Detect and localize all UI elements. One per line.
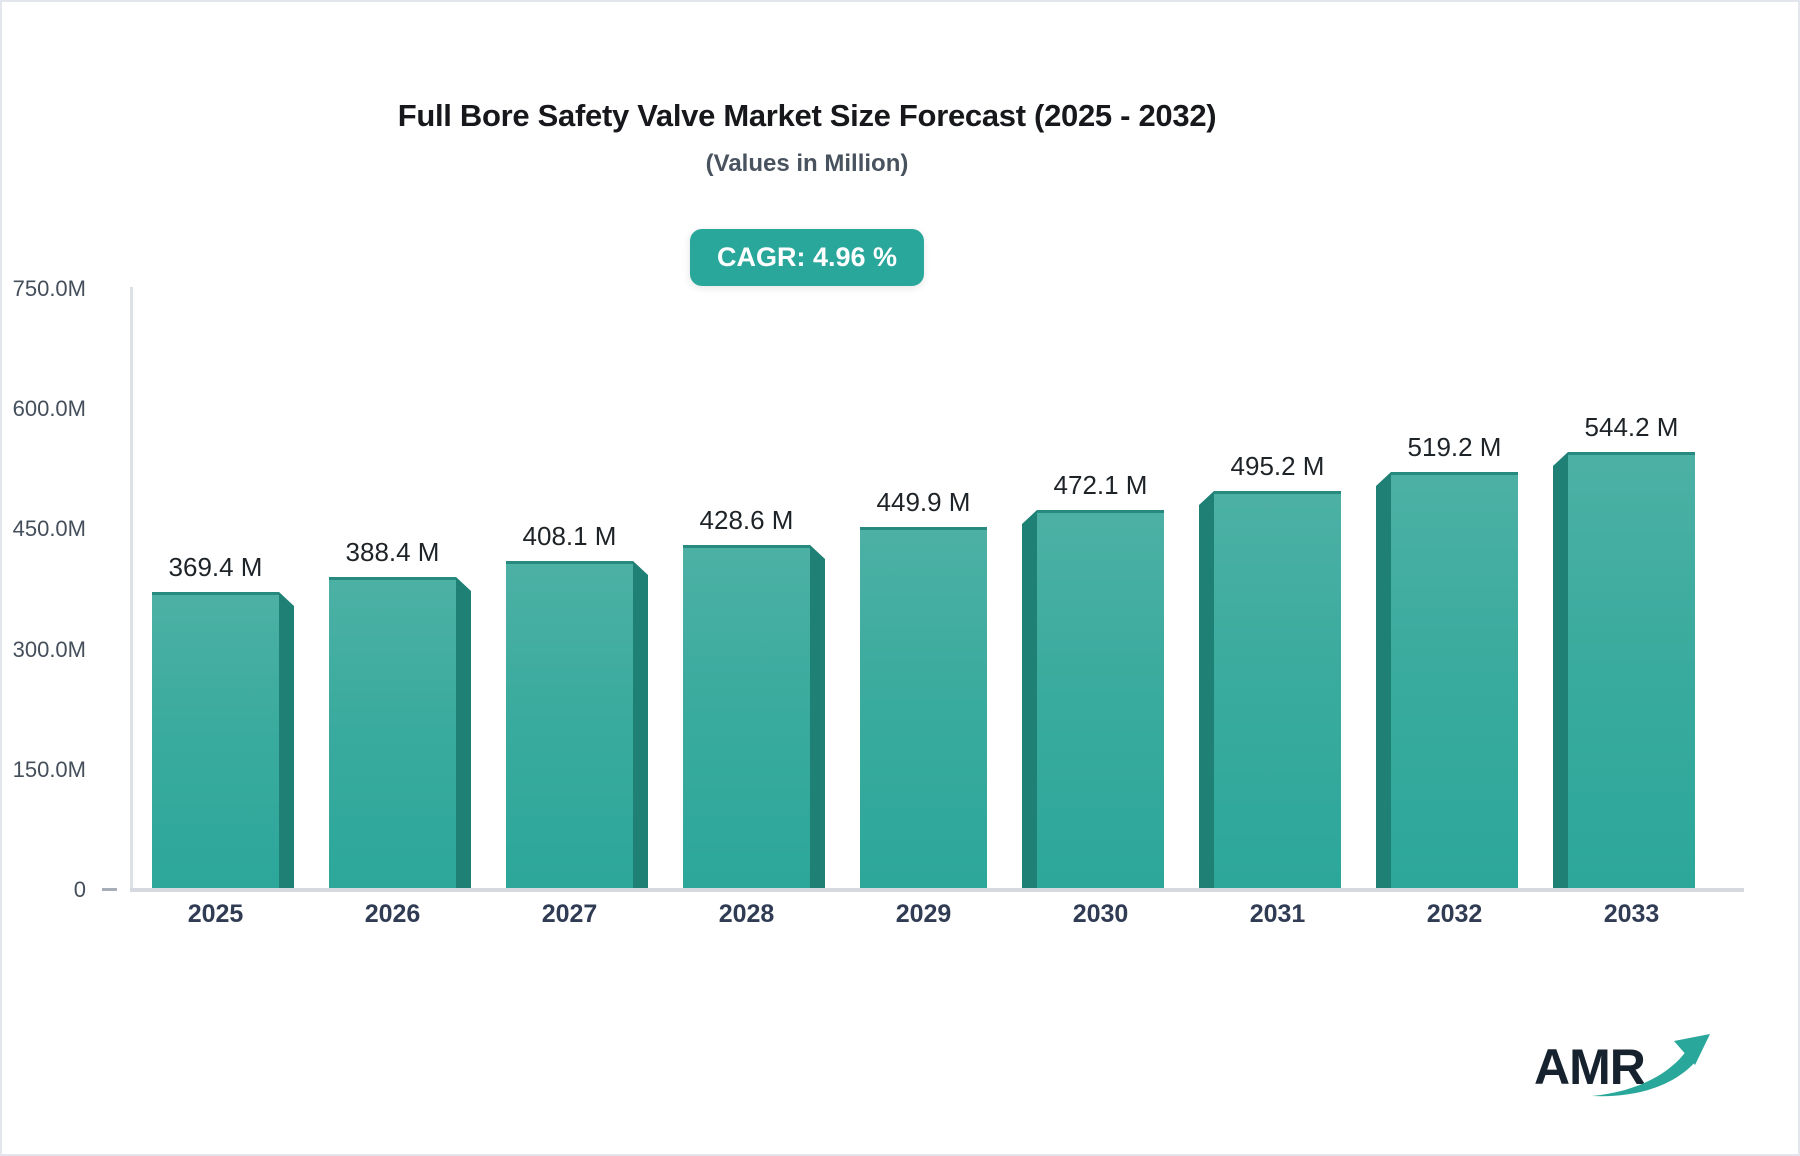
cagr-badge: CAGR: 4.96 % (689, 229, 925, 286)
bar-2032 (1391, 472, 1518, 888)
bar-value-label: 369.4 M (168, 552, 263, 582)
bar-2030 (1037, 510, 1164, 888)
chart-title: Full Bore Safety Valve Market Size Forec… (397, 98, 1217, 133)
x-axis-label: 2027 (541, 900, 598, 928)
zero-tick-mark (102, 888, 117, 891)
growth-arrow-icon (1592, 1034, 1710, 1097)
bar-2026 (329, 577, 456, 888)
bar-side-2032 (1376, 472, 1391, 888)
y-axis-label: 0 (73, 877, 86, 902)
x-axis-label: 2025 (187, 900, 244, 928)
bar-value-label: 388.4 M (345, 537, 440, 567)
x-axis-label: 2032 (1426, 900, 1483, 928)
bar-side-2025 (279, 592, 294, 888)
amr-logo: AMR (1534, 1034, 1710, 1106)
x-axis-label: 2031 (1249, 900, 1306, 928)
x-axis-label: 2029 (895, 900, 952, 928)
bar-side-2031 (1199, 491, 1214, 888)
y-axis-label: 450.0M (12, 516, 86, 542)
bar-side-2028 (810, 545, 825, 888)
y-axis-label: 300.0M (12, 636, 86, 662)
bar-2031 (1214, 491, 1341, 888)
x-axis-label: 2026 (364, 900, 421, 928)
bar-value-label: 544.2 M (1584, 412, 1679, 442)
bar-value-label: 449.9 M (876, 487, 971, 517)
amr-logo-text: AMR (1534, 1039, 1646, 1095)
x-axis-label: 2033 (1603, 900, 1660, 928)
bar-2033 (1568, 452, 1695, 888)
x-axis-label: 2030 (1072, 900, 1129, 928)
bar-2027 (506, 561, 633, 888)
x-axis-label: 2028 (718, 900, 775, 928)
y-axis-label: 600.0M (12, 396, 86, 422)
bar-side-2027 (633, 561, 648, 888)
y-axis-line (130, 287, 133, 892)
y-axis-label: 750.0M (12, 276, 86, 301)
bar-value-label: 472.1 M (1053, 470, 1148, 500)
chart-subtitle: (Values in Million) (705, 150, 909, 177)
bar-value-label: 408.1 M (522, 521, 617, 551)
y-axis-label: 150.0M (12, 756, 86, 782)
bar-side-2026 (456, 577, 471, 888)
bar-side-2033 (1553, 452, 1568, 888)
bar-side-2030 (1022, 510, 1037, 888)
bar-value-label: 428.6 M (699, 505, 794, 535)
bar-value-label: 519.2 M (1407, 432, 1502, 462)
x-axis-line (130, 888, 1744, 892)
bar-2029 (860, 527, 987, 888)
bar-value-label: 495.2 M (1230, 451, 1325, 481)
bar-2028 (683, 545, 810, 888)
bar-2025 (152, 592, 279, 888)
